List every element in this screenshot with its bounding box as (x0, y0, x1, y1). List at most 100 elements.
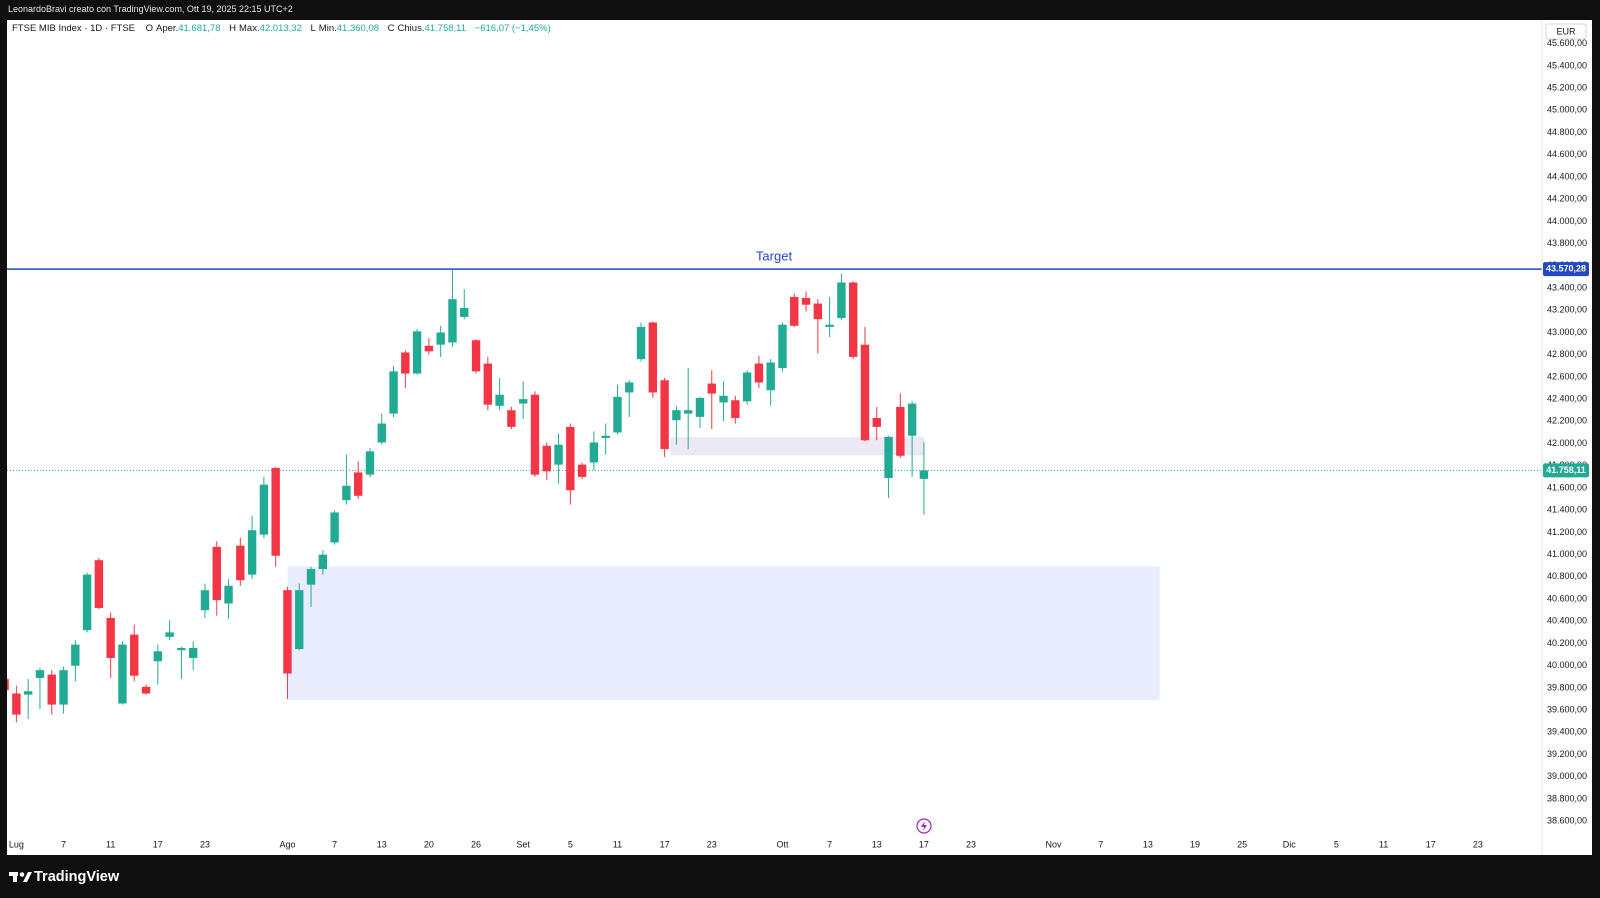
candle-body (542, 445, 551, 472)
x-tick-label: 17 (1426, 839, 1436, 849)
x-tick-label: 13 (1143, 839, 1153, 849)
currency-box[interactable] (1545, 23, 1587, 40)
candle-body (672, 410, 681, 421)
legend-value: 41.758,11 (424, 23, 467, 34)
target-price-box (1543, 262, 1589, 277)
candle-body (247, 530, 257, 575)
candle-body (35, 670, 45, 678)
y-tick-label: 41.600,00 (1547, 482, 1587, 492)
y-tick-label: 40.200,00 (1547, 638, 1587, 648)
candle-body (283, 590, 292, 674)
candles (0, 270, 929, 723)
y-tick-label: 45.000,00 (1547, 105, 1587, 115)
y-tick-label: 42.400,00 (1547, 393, 1587, 403)
y-tick-label: 42.000,00 (1547, 438, 1587, 448)
candle-body (742, 372, 752, 402)
x-tick-label: Ago (279, 839, 295, 849)
axes: 38.600,00 38.800,00 39.000,00 39.200,00 39.4… (9, 38, 1589, 849)
y-tick-label: 40.800,00 (1547, 571, 1587, 581)
x-tick-label: Dic (1283, 839, 1296, 849)
y-tick-label: 39.600,00 (1547, 705, 1587, 715)
x-tick-label: 17 (919, 839, 929, 849)
logo-part (13, 872, 17, 882)
brand: TradingView (34, 869, 120, 885)
legend-value: 41.681,78 (178, 23, 221, 34)
candle-body (236, 545, 245, 581)
candle-body (412, 331, 422, 374)
candle-body (224, 585, 233, 604)
candle-body (342, 485, 351, 501)
price-lines: Target (7, 249, 1542, 471)
last-price-label: 41.758,11 (1546, 465, 1586, 475)
x-tick-label: 23 (966, 839, 976, 849)
top-bar (0, 0, 1600, 20)
legend-value: 42.013,32 (259, 23, 302, 34)
y-tick-label: 39.800,00 (1547, 682, 1587, 692)
y-tick-label: 39.000,00 (1547, 771, 1587, 781)
y-tick-label: 40.400,00 (1547, 616, 1587, 626)
x-tick-label: Nov (1046, 839, 1063, 849)
y-tick-label: 43.200,00 (1547, 305, 1587, 315)
candle-body (790, 296, 799, 326)
candle-body (483, 363, 493, 405)
candle-body (554, 444, 563, 465)
candle-body (495, 394, 504, 406)
event-icon[interactable] (916, 818, 932, 834)
candle-body (754, 363, 764, 383)
candle-body (177, 647, 186, 651)
y-tick-label: 44.200,00 (1547, 194, 1587, 204)
target-text: Target (756, 249, 793, 264)
bottom-bar (0, 855, 1600, 898)
candle-body (212, 546, 221, 601)
x-tick-label: 11 (1379, 839, 1388, 849)
y-tick-label: 43.400,00 (1547, 282, 1587, 292)
candle-body (318, 554, 328, 570)
y-tick-label: 41.400,00 (1547, 505, 1587, 515)
candle-body (271, 467, 280, 556)
x-tick-label: Lug (9, 839, 24, 849)
y-tick-label: 44.000,00 (1547, 216, 1587, 226)
candle-body (188, 647, 198, 658)
x-tick-label: 7 (332, 839, 337, 849)
y-tick-label: 42.600,00 (1547, 371, 1587, 381)
candle-body (577, 464, 587, 477)
candle-body (47, 674, 56, 705)
legend-key: H (229, 23, 236, 34)
candle-body (389, 371, 398, 414)
y-tick-label: 43.800,00 (1547, 238, 1587, 248)
zones (287, 437, 1160, 701)
candle-body (530, 394, 540, 475)
candle-body (837, 282, 846, 319)
target-price-label: 43.570,28 (1546, 263, 1586, 273)
candle-body (731, 400, 740, 419)
zone (670, 437, 924, 456)
candle-body (259, 484, 269, 535)
x-tick-label: 17 (660, 839, 670, 849)
y-tick-label: 45.200,00 (1547, 82, 1587, 92)
candle-body (448, 299, 457, 343)
x-tick-label: 7 (61, 839, 66, 849)
candle-body (330, 512, 339, 543)
candle-body (424, 345, 434, 352)
candle-body (71, 644, 80, 666)
y-tick-label: 40.000,00 (1547, 660, 1587, 670)
candle-body (683, 410, 693, 414)
legend-value: 41.360,08 (336, 23, 380, 34)
x-tick-label: 7 (827, 839, 832, 849)
candle-body (848, 282, 858, 357)
legend-key: C (387, 23, 395, 34)
x-tick-label: 11 (106, 839, 115, 849)
legend-key: L (310, 23, 316, 34)
y-tick-label: 42.200,00 (1547, 416, 1587, 426)
brand-logo (9, 872, 32, 882)
y-tick-label: 42.800,00 (1547, 349, 1587, 359)
candle-body (860, 344, 870, 441)
legend: FTSE MIB Index · 1D · FTSE O Aper.41.681,… (12, 23, 557, 34)
legend-name: Aper. (156, 23, 179, 34)
candle-body (719, 395, 728, 403)
logo-part (19, 872, 25, 877)
candle-body (94, 560, 104, 608)
candle-body (896, 406, 905, 456)
